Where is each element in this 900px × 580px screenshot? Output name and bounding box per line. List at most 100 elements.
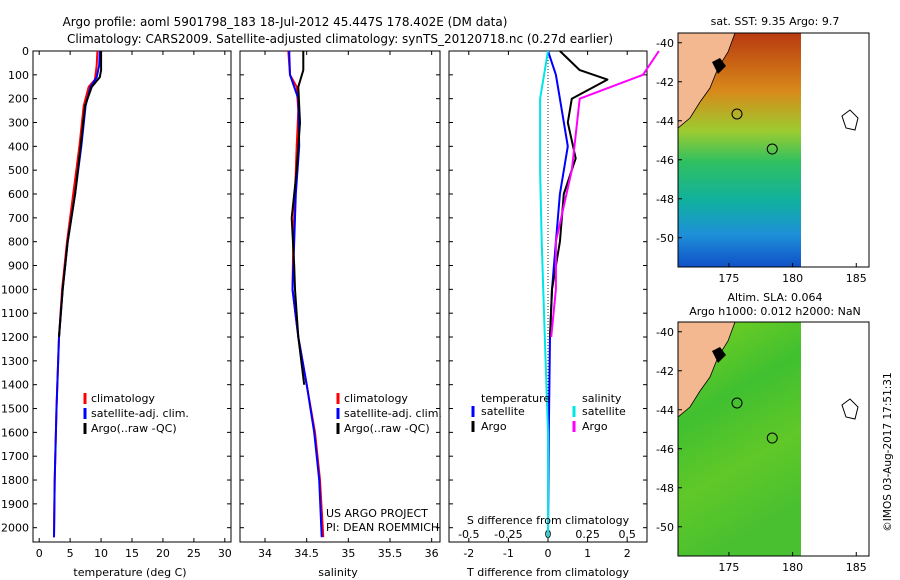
legend-s-satellite: satellite — [582, 405, 626, 418]
x-tick-label: 5 — [67, 547, 74, 560]
sla-no-data — [801, 322, 869, 556]
x-tick-label: 0 — [36, 547, 43, 560]
depth-tick-label: 200 — [8, 93, 29, 106]
land-new-zealand — [677, 321, 736, 418]
salinity-axis-ticks: 34 34.5 35 35.5 36 — [258, 51, 439, 560]
series-line-climatology — [53, 50, 99, 538]
s-difference-tick-label: -0.5 — [458, 528, 479, 541]
salinity-series — [287, 50, 325, 538]
lat-tick-label: -46 — [656, 443, 674, 456]
sst-map-frame — [677, 32, 870, 268]
depth-tick-label: 600 — [8, 188, 29, 201]
depth-tick-label: 1000 — [1, 283, 29, 296]
figure-title-line2: Climatology: CARS2009. Satellite-adjuste… — [67, 32, 613, 46]
difference-series — [539, 50, 660, 538]
float-position-marker — [766, 432, 778, 444]
sla-map-axes: 175 180 185 -40 -42 -44 -46 -48 -50 — [656, 326, 867, 574]
salinity-panel: 34 34.5 35 35.5 36 salinity climatology sate… — [239, 50, 442, 579]
series-line-argo-raw-qc- — [290, 51, 306, 385]
lat-tick-label: -42 — [656, 365, 674, 378]
temperature-axis-ticks: 0 5 10 15 20 25 30 — [36, 51, 232, 560]
legend-salinity-heading: salinity — [582, 392, 622, 405]
temperature-series — [53, 50, 103, 538]
series-line-satellite-adj-clim- — [288, 50, 323, 538]
sla-map-title: Altim. SLA: 0.064 — [727, 291, 822, 304]
sla-map-frame — [677, 321, 870, 557]
lat-tick-label: -50 — [656, 521, 674, 534]
series-line-salinity-argo — [550, 50, 660, 338]
depth-tick-label: 400 — [8, 140, 29, 153]
lat-tick-label: -48 — [656, 193, 674, 206]
series-line-salinity-satellite — [539, 50, 549, 538]
sla-map: Altim. SLA: 0.064 Argo h1000: 0.012 h200… — [656, 291, 870, 574]
depth-tick-label: 0 — [22, 45, 29, 58]
depth-tick-label: 900 — [8, 260, 29, 273]
x-tick-label: 34.5 — [294, 547, 319, 560]
depth-tick-label: 500 — [8, 164, 29, 177]
depth-tick-label: 2000 — [1, 522, 29, 535]
s-difference-tick-label: 0.25 — [575, 528, 600, 541]
depth-tick-label: 1100 — [1, 307, 29, 320]
legend-temperature-heading: temperature — [481, 392, 550, 405]
float-position-marker — [766, 143, 778, 155]
salinity-plot-frame — [239, 50, 441, 543]
lat-tick-label: -48 — [656, 482, 674, 495]
legend-argo: Argo(..raw -QC) — [344, 422, 430, 435]
legend-climatology: climatology — [91, 392, 155, 405]
x-tick-label: 2 — [624, 547, 631, 560]
depth-tick-label: 100 — [8, 69, 29, 82]
depth-tick-label: 1600 — [1, 426, 29, 439]
lat-tick-label: -44 — [656, 404, 674, 417]
x-tick-label: 36 — [425, 547, 439, 560]
lat-tick-label: -50 — [656, 232, 674, 245]
series-line-argo-raw-qc- — [58, 51, 103, 338]
x-tick-label: 34 — [258, 547, 272, 560]
lon-tick-label: 175 — [718, 561, 739, 574]
lon-tick-label: 180 — [782, 272, 803, 285]
lon-tick-label: 185 — [846, 561, 867, 574]
depth-tick-label: 1500 — [1, 403, 29, 416]
island-outline — [731, 108, 743, 120]
island-chatham — [841, 398, 859, 420]
temperature-panel: 0100200300400500600700800900100011001200… — [1, 45, 647, 579]
depth-tick-label: 1200 — [1, 331, 29, 344]
land-new-zealand — [677, 32, 736, 129]
x-tick-label: 35 — [341, 547, 355, 560]
sst-map-title: sat. SST: 9.35 Argo: 9.7 — [711, 15, 840, 28]
series-line-temperature-satellite — [547, 50, 569, 538]
lon-tick-label: 175 — [718, 272, 739, 285]
lat-tick-label: -40 — [656, 326, 674, 339]
depth-tick-label: 800 — [8, 236, 29, 249]
temperature-legend: climatology satellite-adj. clim. Argo(..… — [83, 392, 189, 435]
x-tick-label: 20 — [156, 547, 170, 560]
x-tick-label: 10 — [94, 547, 108, 560]
pi-label: PI: DEAN ROEMMICH — [326, 521, 439, 534]
land-peninsula — [712, 347, 726, 363]
figure-title-line1: Argo profile: aoml 5901798_183 18-Jul-20… — [63, 15, 508, 29]
salinity-legend: climatology satellite-adj. clim. Argo(..… — [336, 392, 442, 435]
legend-satellite: satellite-adj. clim. — [344, 407, 442, 420]
depth-tick-label: 1900 — [1, 498, 29, 511]
legend-t-satellite: satellite — [481, 405, 525, 418]
sst-map: sat. SST: 9.35 Argo: 9.7 175 180 185 -40 -42… — [656, 15, 870, 285]
lat-tick-label: -46 — [656, 154, 674, 167]
sst-map-axes: 175 180 185 -40 -42 -44 -46 -48 -50 — [656, 37, 867, 285]
island-outline — [731, 397, 743, 409]
depth-tick-label: 700 — [8, 212, 29, 225]
lon-tick-label: 180 — [782, 561, 803, 574]
depth-tick-label: 300 — [8, 117, 29, 130]
difference-legend: temperature salinity satellite Argo sate… — [471, 392, 626, 433]
depth-axis-ticks: 0 100 200 300 400 500 600 700 800 900 1000 1100 1200… — [1, 45, 647, 535]
s-difference-axis-label: S difference from climatology — [467, 514, 630, 527]
x-tick-label: 35.5 — [378, 547, 403, 560]
x-tick-label: 25 — [187, 547, 201, 560]
s-difference-tick-label: 0.5 — [618, 528, 636, 541]
x-tick-label: 15 — [125, 547, 139, 560]
depth-tick-label: 1700 — [1, 450, 29, 463]
lon-tick-label: 185 — [846, 272, 867, 285]
lat-tick-label: -40 — [656, 37, 674, 50]
sla-map-subtitle: Argo h1000: 0.012 h2000: NaN — [689, 305, 861, 318]
difference-panel: -2 -1 0 1 2 -0.5 -0.25 0 0.25 0.5 T difference f… — [448, 50, 660, 579]
depth-tick-label: 1300 — [1, 355, 29, 368]
